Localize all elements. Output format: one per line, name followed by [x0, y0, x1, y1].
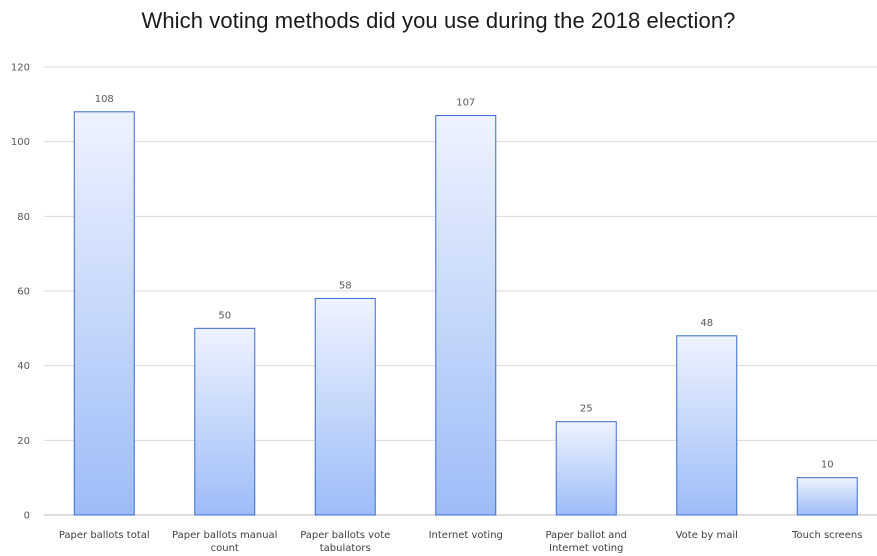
y-tick-label: 120	[11, 63, 30, 74]
data-label: 108	[95, 94, 114, 105]
x-category-label: Paper ballots total	[59, 530, 150, 541]
x-category-label: Touch screens	[791, 530, 862, 541]
data-label: 50	[218, 310, 231, 321]
bar	[194, 327, 256, 516]
y-tick-label: 60	[17, 287, 30, 298]
data-label: 107	[456, 98, 475, 109]
data-label: 25	[580, 404, 593, 415]
bar	[796, 477, 858, 516]
y-axis-ticks: 0 20 40 60 80 100 120	[11, 63, 30, 522]
y-tick-label: 20	[17, 436, 30, 447]
data-label: 10	[821, 460, 834, 471]
y-tick-label: 100	[11, 137, 30, 148]
y-tick-label: 0	[24, 511, 30, 522]
bar	[676, 335, 738, 516]
x-category-label: Vote by mail	[676, 530, 738, 541]
data-label: 48	[700, 318, 713, 329]
x-axis-categories: Paper ballots total Paper ballots manual c…	[59, 530, 863, 554]
bar	[555, 421, 617, 516]
bar	[73, 111, 135, 516]
chart-title: Which voting methods did you use during …	[141, 8, 736, 33]
x-category-label: Internet voting	[429, 530, 503, 541]
x-category-label: Paper ballots vote tabulators	[300, 530, 390, 554]
bar	[314, 297, 376, 516]
x-category-label: Paper ballot and Internet voting	[545, 530, 627, 554]
bar	[435, 115, 497, 516]
data-labels: 108 50 58 107 25 48 10	[95, 94, 834, 471]
data-label: 58	[339, 280, 352, 291]
y-tick-label: 80	[17, 212, 30, 223]
y-tick-label: 40	[17, 361, 30, 372]
bars	[73, 111, 858, 516]
x-category-label: Paper ballots manual count	[172, 530, 277, 554]
